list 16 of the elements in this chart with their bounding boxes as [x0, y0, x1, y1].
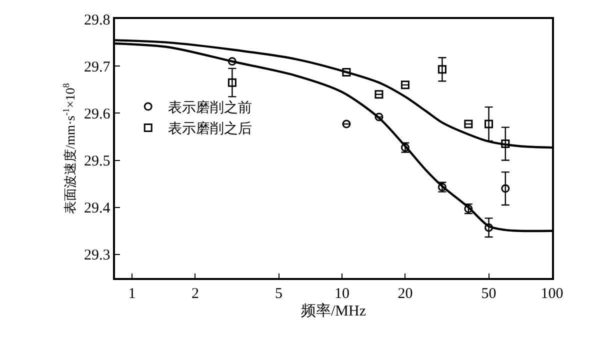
x-tick-label: 10	[334, 286, 350, 302]
legend-label: 表示磨削之后	[168, 121, 252, 138]
x-tick-label: 20	[398, 286, 413, 302]
y-tick-label: 29.4	[84, 200, 111, 217]
x-tick-label: 100	[540, 286, 564, 302]
x-tick-label: 1	[128, 286, 136, 302]
x-tick-label: 5	[275, 286, 283, 302]
y-tick-label: 29.3	[84, 248, 110, 264]
y-tick-label: 29.5	[84, 154, 110, 170]
y-tick-label: 29.8	[84, 12, 110, 28]
x-tick-label: 50	[481, 286, 496, 302]
x-tick-label: 2	[191, 286, 199, 302]
x-axis-title: 频率/MHz	[301, 302, 366, 320]
y-tick-label: 29.6	[84, 106, 111, 122]
y-tick-label: 29.7	[84, 59, 111, 76]
legend-label: 表示磨削之前	[168, 100, 252, 116]
